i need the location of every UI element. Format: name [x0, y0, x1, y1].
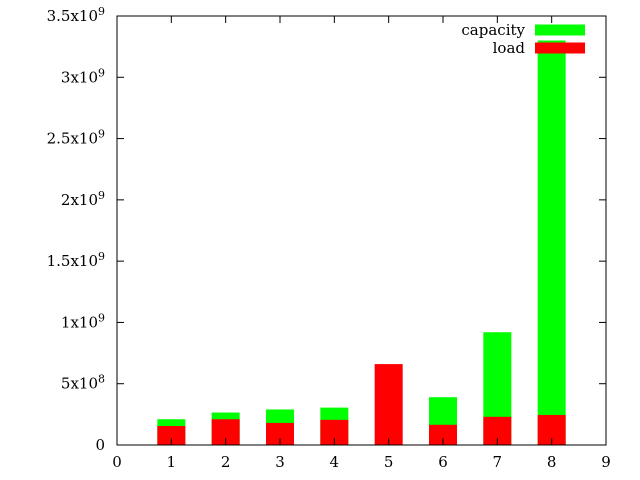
bars-layer: [157, 40, 566, 446]
x-tick-label-2: 2: [221, 453, 231, 471]
y-tick-label-2: 1x109: [61, 311, 105, 331]
legend-swatch-capacity: [535, 24, 585, 36]
plot-frame: [116, 15, 607, 446]
x-tick-label-8: 8: [547, 453, 557, 471]
bar-load-6: [429, 424, 457, 445]
y-tick-label-0: 0: [95, 436, 105, 454]
legend-swatch-load: [535, 42, 585, 54]
x-tick-label-6: 6: [438, 453, 448, 471]
x-tick-label-3: 3: [275, 453, 285, 471]
axes-layer: 0 5x108 1x109 1.5x109 2x109 2.5x109 3x109 3.5x1…: [47, 5, 611, 471]
x-tick-label-0: 0: [112, 453, 122, 471]
y-tick-label-5: 2.5x109: [47, 128, 105, 148]
y-tick-label-4: 2x109: [61, 189, 105, 209]
bar-load-3: [266, 422, 294, 445]
legend-label-capacity: capacity: [461, 21, 525, 39]
bar-capacity-8: [537, 40, 566, 446]
y-tick-label-3: 1.5x109: [47, 250, 105, 270]
y-tick-label-6: 3x109: [61, 66, 105, 86]
bar-load-5: [374, 364, 403, 445]
x-tick-label-4: 4: [330, 453, 340, 471]
x-tick-label-1: 1: [167, 453, 177, 471]
x-tick-label-7: 7: [493, 453, 503, 471]
bar-load-1: [157, 426, 186, 445]
y-tick-label-7: 3.5x109: [47, 5, 105, 25]
x-tick-label-9: 9: [601, 453, 611, 471]
y-tick-label-1: 5x108: [61, 373, 105, 393]
legend-label-load: load: [493, 39, 526, 57]
x-tick-label-5: 5: [384, 453, 394, 471]
